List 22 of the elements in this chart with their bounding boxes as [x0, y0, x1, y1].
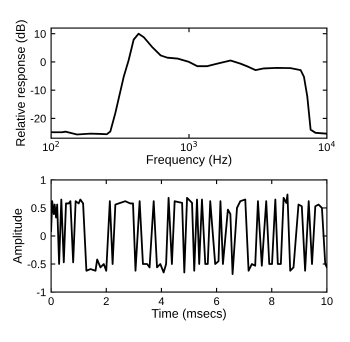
- x-tick-label: 6: [214, 297, 220, 306]
- x-tick-label: 10$^{2}$: [43, 140, 59, 152]
- x-tick-label: 2: [104, 297, 109, 305]
- y-tick-label: 0.5: [31, 204, 46, 212]
- x-tick-label: 10$^{3}$: [180, 140, 197, 152]
- x-axis-title: Frequency (Hz): [146, 154, 232, 166]
- x-axis-title: Time (msecs): [152, 308, 226, 320]
- x-tick-label: 0: [48, 297, 54, 306]
- y-tick-label: -1: [36, 288, 46, 296]
- y-tick-label: -0.5: [28, 260, 46, 268]
- y-tick-label: 1: [40, 176, 46, 184]
- y-tick-label: -10: [30, 86, 46, 94]
- x-tick-label: 8: [269, 297, 274, 306]
- y-axis-title: Amplitude: [12, 208, 24, 264]
- y-tick-label: 0: [40, 232, 46, 240]
- y-tick-label: 0: [40, 58, 46, 66]
- y-tick-label: -20: [30, 114, 46, 123]
- x-tick-label: 4: [158, 297, 164, 305]
- y-tick-label: 10: [34, 30, 46, 38]
- y-axis-title: Relative response (dB): [16, 20, 28, 146]
- x-tick-label: 10: [322, 297, 333, 306]
- x-tick-label: 10$^{4}$: [318, 141, 335, 152]
